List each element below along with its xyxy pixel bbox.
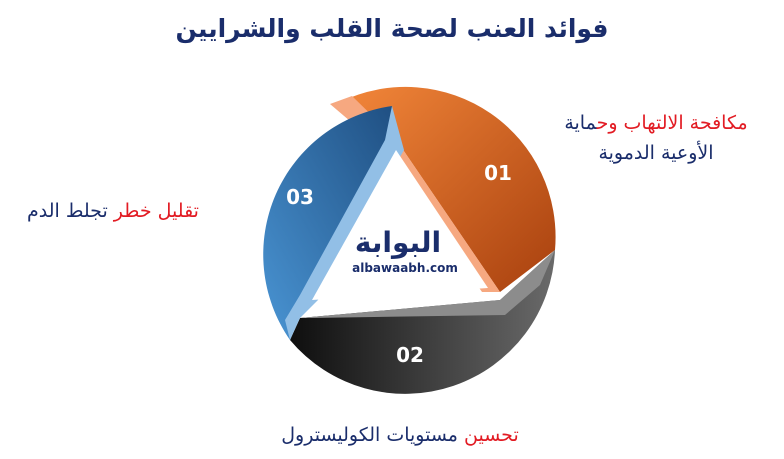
- label-01: مكافحة الالتهاب وحماية الأوعية الدموية: [540, 108, 772, 168]
- segment-03-strip: [285, 106, 404, 340]
- label-01-dark: ماية: [564, 112, 597, 134]
- segment-03: [263, 106, 395, 340]
- number-01: 01: [484, 161, 512, 185]
- label-01-red: مكافحة الالتهاب وح: [596, 112, 748, 134]
- logo-arabic: البوابة: [355, 226, 441, 259]
- segment-02: [290, 250, 555, 394]
- logo-latin: albawaabh.com: [352, 261, 458, 275]
- label-02: تحسين مستويات الكوليسترول: [240, 420, 560, 450]
- number-02: 02: [396, 343, 424, 367]
- page-title: فوائد العنب لصحة القلب والشرايين: [175, 14, 609, 43]
- label-03: تقليل خطر تجلط الدم: [8, 196, 218, 226]
- segment-02-strip: [300, 250, 555, 318]
- label-01-line2: الأوعية الدموية: [598, 142, 714, 164]
- center-triangle: [312, 150, 488, 300]
- label-02-red: تحسين: [464, 424, 519, 446]
- segment-01: [340, 86, 556, 292]
- label-03-red: تقليل خطر: [113, 200, 199, 222]
- label-02-dark: مستويات الكوليسترول: [281, 424, 458, 446]
- label-03-dark: تجلط الدم: [27, 200, 108, 222]
- number-03: 03: [286, 185, 314, 209]
